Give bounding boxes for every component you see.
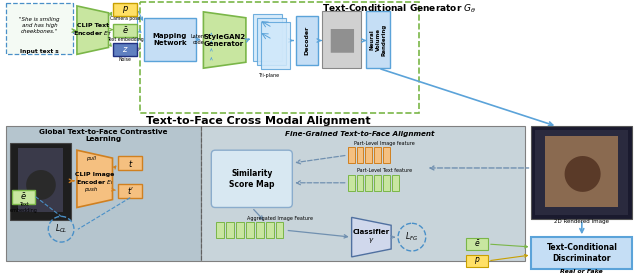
- Bar: [365, 147, 372, 163]
- FancyBboxPatch shape: [211, 150, 292, 207]
- Text: Camera pose: Camera pose: [110, 16, 141, 21]
- Text: ●: ●: [561, 150, 602, 195]
- Bar: [276, 222, 284, 238]
- Bar: [113, 44, 137, 56]
- Text: ■: ■: [327, 25, 356, 54]
- Bar: [253, 14, 282, 61]
- Bar: [140, 2, 419, 113]
- Bar: [374, 147, 381, 163]
- Text: Decoder: Decoder: [305, 26, 310, 55]
- Text: $L_{CL}$: $L_{CL}$: [55, 223, 67, 235]
- Bar: [18, 148, 63, 212]
- Text: Classifier
$\gamma$: Classifier $\gamma$: [353, 229, 390, 245]
- Bar: [383, 147, 390, 163]
- Text: Input text s: Input text s: [20, 49, 59, 54]
- Bar: [113, 3, 137, 16]
- Bar: [348, 147, 355, 163]
- Bar: [356, 175, 364, 191]
- Text: Tri-plane: Tri-plane: [258, 73, 279, 78]
- Text: Latent
code: Latent code: [191, 34, 207, 45]
- Bar: [348, 175, 355, 191]
- Text: $t$: $t$: [127, 158, 133, 169]
- Bar: [6, 127, 202, 261]
- Bar: [531, 127, 632, 219]
- Text: Text-Conditional Generator $G_{\theta}$: Text-Conditional Generator $G_{\theta}$: [322, 3, 476, 15]
- Bar: [365, 175, 372, 191]
- Bar: [374, 175, 381, 191]
- Bar: [466, 255, 488, 267]
- Polygon shape: [77, 150, 113, 207]
- Text: $\bar{e}$: $\bar{e}$: [474, 239, 480, 249]
- Text: Text
embedding: Text embedding: [10, 202, 38, 213]
- Text: 2D Rendered Image: 2D Rendered Image: [554, 219, 609, 224]
- Text: Noise: Noise: [119, 57, 132, 62]
- Text: push: push: [84, 187, 97, 192]
- Bar: [118, 184, 142, 198]
- Text: ●: ●: [24, 164, 58, 202]
- Bar: [536, 130, 628, 215]
- Polygon shape: [351, 217, 391, 257]
- Text: Neural
Volume
Rendering: Neural Volume Rendering: [370, 23, 387, 56]
- Bar: [256, 222, 264, 238]
- Bar: [367, 11, 390, 68]
- Bar: [10, 143, 71, 220]
- Text: Fine-Grained Text-to-Face Alignment: Fine-Grained Text-to-Face Alignment: [285, 131, 435, 138]
- Polygon shape: [204, 12, 246, 68]
- Bar: [383, 175, 390, 191]
- Text: StyleGAN2
Generator: StyleGAN2 Generator: [203, 34, 245, 47]
- Bar: [226, 222, 234, 238]
- Bar: [260, 22, 291, 69]
- Bar: [202, 127, 525, 261]
- Bar: [113, 24, 137, 36]
- Text: $z$: $z$: [122, 45, 129, 55]
- Bar: [236, 222, 244, 238]
- Bar: [466, 238, 488, 250]
- Text: Mapping
Network: Mapping Network: [152, 33, 187, 46]
- Text: Text embedding: Text embedding: [107, 36, 143, 42]
- Text: CLIP Text
Encoder $E_T$: CLIP Text Encoder $E_T$: [73, 23, 113, 38]
- Bar: [216, 222, 224, 238]
- Text: $\bar{e}$: $\bar{e}$: [20, 191, 27, 202]
- Text: Global Text-to-Face Contrastive
Learning: Global Text-to-Face Contrastive Learning: [40, 129, 168, 142]
- Bar: [322, 11, 362, 68]
- Text: $L_{FG}$: $L_{FG}$: [405, 231, 419, 243]
- Text: Part-Level Text feature: Part-Level Text feature: [356, 169, 412, 173]
- Text: $p$: $p$: [122, 4, 129, 15]
- Text: Text-to-Face Cross Modal Alignment: Text-to-Face Cross Modal Alignment: [147, 116, 371, 125]
- Bar: [12, 190, 35, 204]
- Bar: [531, 237, 632, 269]
- Text: $p$: $p$: [474, 255, 481, 266]
- Text: CLIP Image
Encoder $E_I$: CLIP Image Encoder $E_I$: [75, 172, 115, 187]
- Bar: [257, 18, 287, 65]
- Text: $t'$: $t'$: [127, 185, 134, 196]
- Bar: [246, 222, 254, 238]
- Bar: [356, 147, 364, 163]
- Text: Part-Level Image feature: Part-Level Image feature: [354, 141, 415, 146]
- Bar: [296, 16, 318, 65]
- Text: Text-Conditional
Discriminator: Text-Conditional Discriminator: [547, 243, 617, 263]
- Bar: [6, 127, 525, 261]
- Bar: [392, 175, 399, 191]
- Bar: [266, 222, 273, 238]
- Text: Real or Fake: Real or Fake: [561, 269, 604, 274]
- Polygon shape: [77, 6, 109, 54]
- Bar: [144, 18, 195, 61]
- Text: pull: pull: [86, 156, 96, 161]
- Bar: [6, 3, 73, 54]
- Text: Similarity
Score Map: Similarity Score Map: [229, 169, 275, 189]
- Bar: [118, 156, 142, 170]
- Bar: [545, 136, 618, 207]
- Text: $\bar{e}$: $\bar{e}$: [122, 25, 129, 36]
- Text: "She is smiling
and has high
cheekbones.": "She is smiling and has high cheekbones.…: [19, 17, 60, 34]
- Text: Aggregated Image Feature: Aggregated Image Feature: [248, 216, 314, 221]
